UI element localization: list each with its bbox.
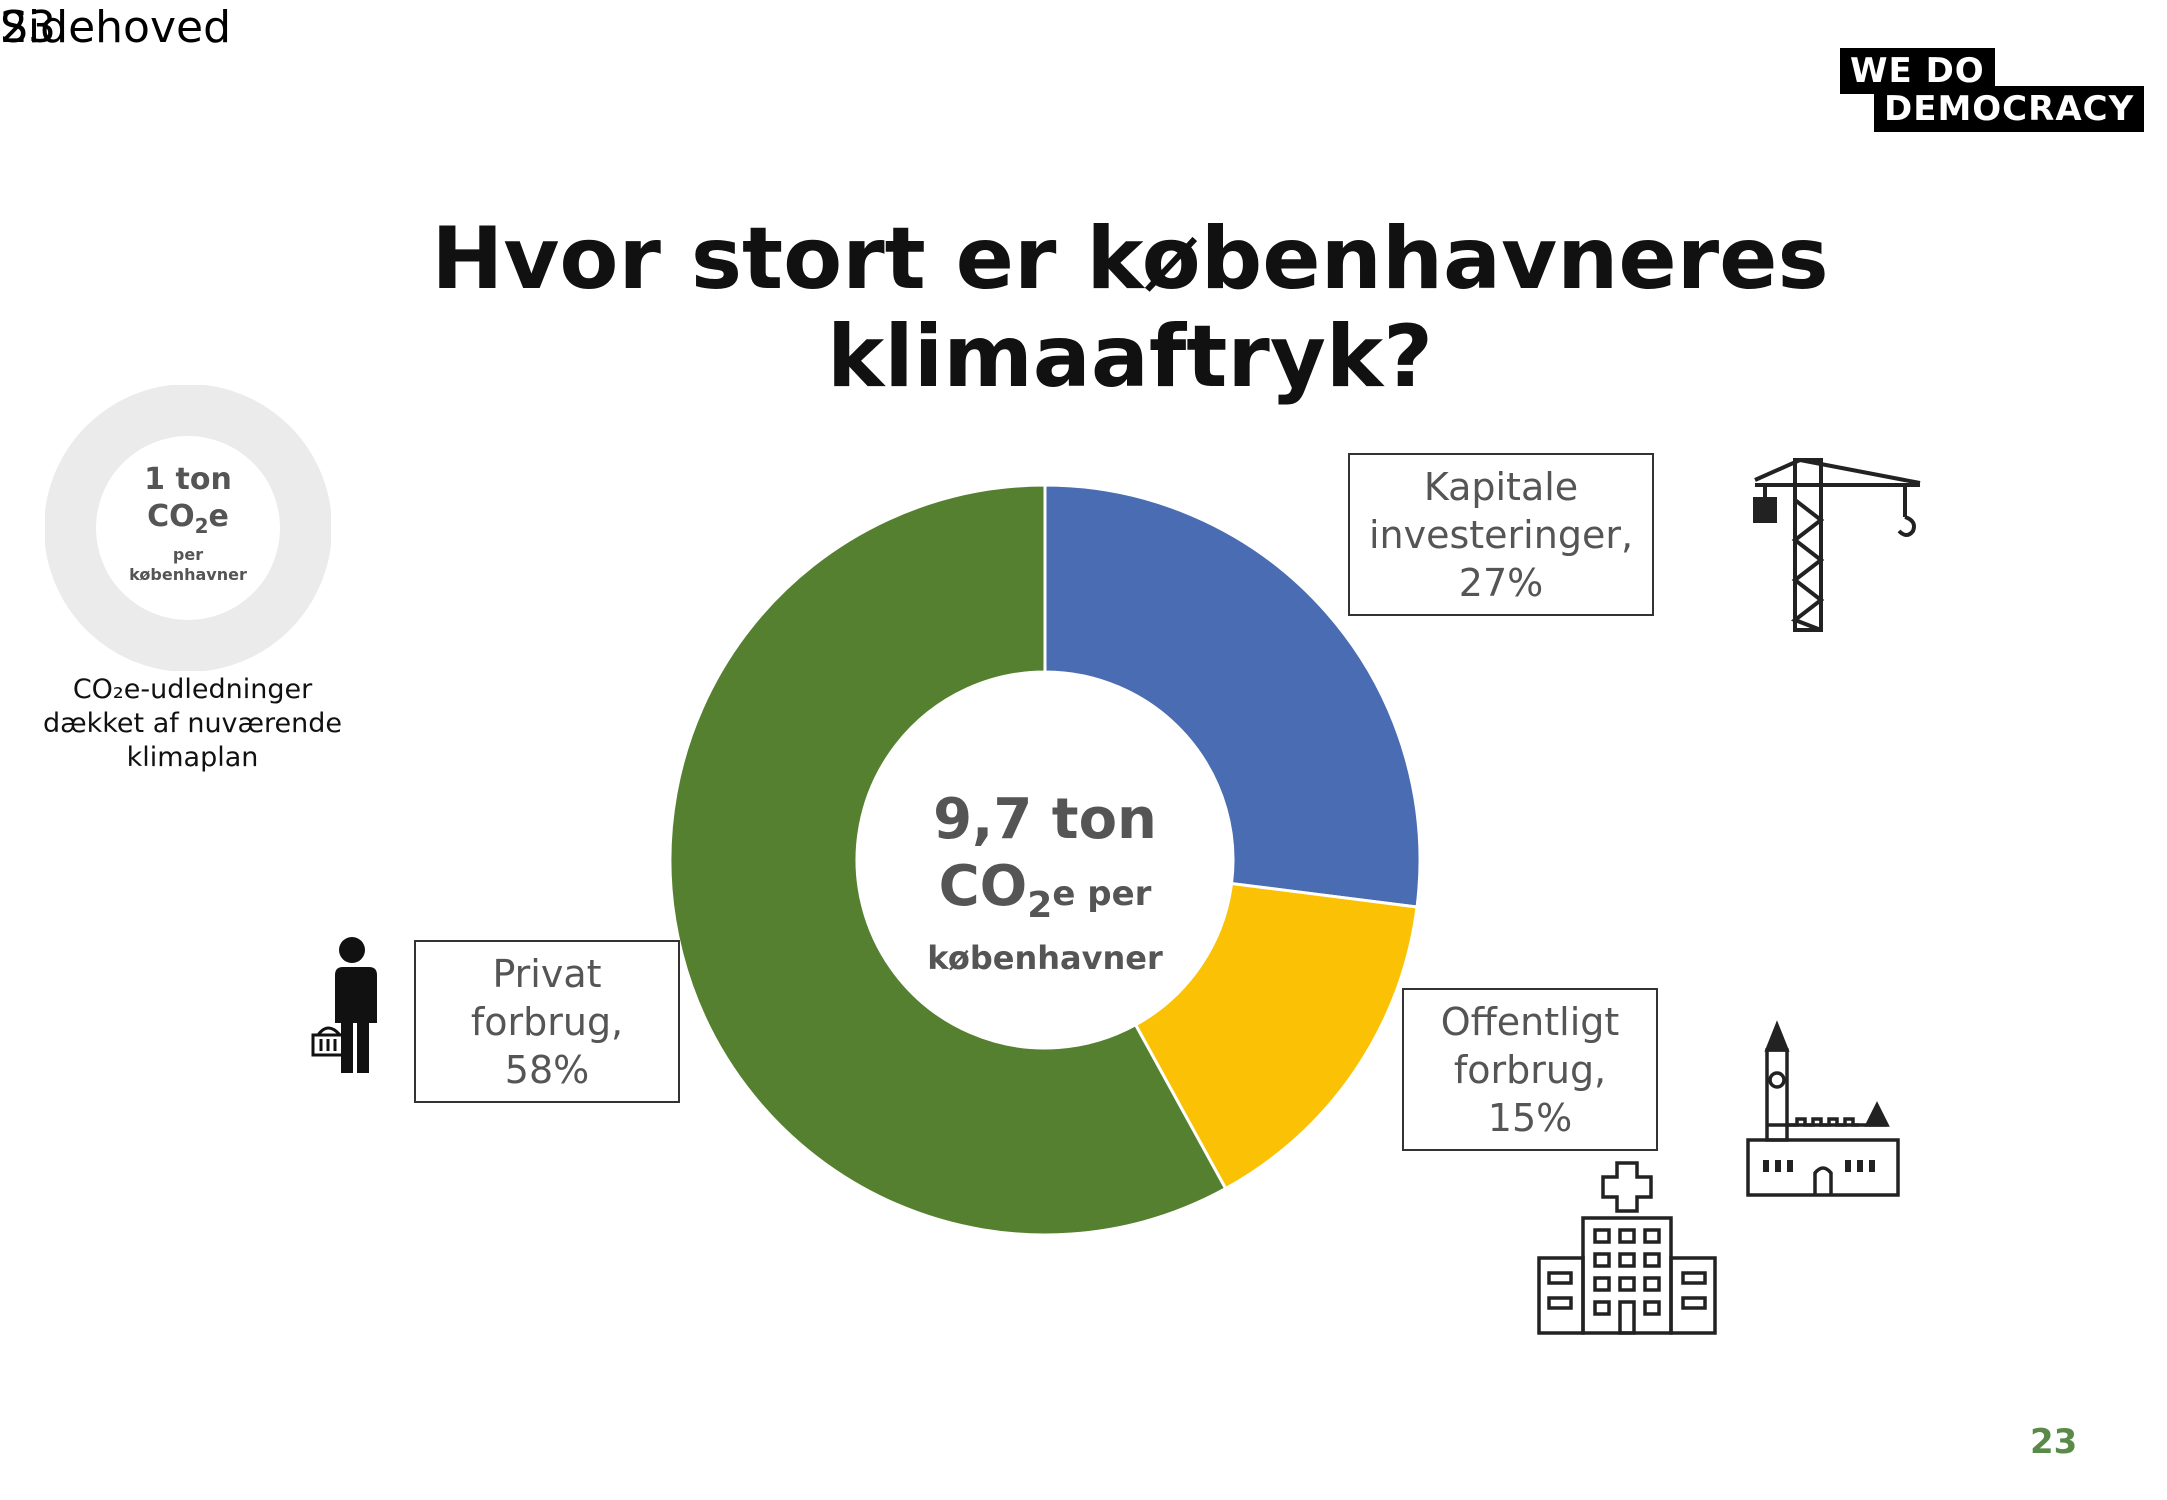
kapitale-line-2: investeringer, xyxy=(1368,512,1634,557)
donut-center-label: 9,7 ton CO2e per københavner xyxy=(880,785,1210,978)
logo-line-1: WE DO xyxy=(1840,48,1995,94)
privat-label-box: Privat forbrug, 58% xyxy=(414,940,680,1103)
ring-line-3: per xyxy=(172,545,204,564)
kapitale-line-3: 27% xyxy=(1458,560,1544,605)
construction-crane-icon xyxy=(1753,458,1921,632)
legend-line-3: klimaplan xyxy=(126,742,259,773)
ring-co2: CO2e xyxy=(88,498,288,545)
reference-ring xyxy=(45,385,331,671)
center-co2-sub: 2 xyxy=(1027,885,1053,927)
legend-line-1: CO₂e-udledninger xyxy=(72,674,313,705)
center-line-3: københavner xyxy=(927,939,1163,978)
hospital-icon xyxy=(1537,1161,1717,1335)
page-title: Hvor stort er københavneres klimaaftryk? xyxy=(380,210,1880,406)
donut-slice-offentligt-forbrug xyxy=(1133,881,1419,1191)
donut-slice-kapitale-investeringer xyxy=(1043,483,1422,909)
shopper-with-basket-icon xyxy=(311,937,377,1073)
page-number: 23 xyxy=(2030,1422,2078,1462)
reference-ring-arc xyxy=(45,385,331,671)
header-text: Sidehoved xyxy=(0,2,231,53)
church-building-icon xyxy=(1746,1020,1900,1197)
ring-line-4: københavner xyxy=(129,565,247,584)
reference-ring-label: 1 ton CO2e per københavner xyxy=(88,462,288,585)
ring-co2-suffix: e xyxy=(208,499,229,534)
title-line-1: Hvor stort er københavneres xyxy=(431,209,1829,309)
center-co2-main: CO xyxy=(938,854,1028,919)
offentligt-line-2: forbrug, xyxy=(1453,1047,1607,1092)
center-co2-suffix: e per xyxy=(1052,874,1152,914)
privat-line-3: 58% xyxy=(504,1047,590,1092)
ring-line-1: 1 ton xyxy=(144,462,232,497)
donut-slice-privat-forbrug xyxy=(668,483,1228,1237)
offentligt-line-1: Offentligt xyxy=(1440,999,1620,1044)
center-value: 9,7 ton xyxy=(933,787,1157,852)
center-co2: CO2e per xyxy=(880,855,1210,938)
privat-line-2: forbrug, xyxy=(470,999,624,1044)
donut-chart xyxy=(668,483,1422,1237)
privat-line-1: Privat xyxy=(492,951,602,996)
ring-co2-main: CO xyxy=(147,499,195,534)
offentligt-label-box: Offentligt forbrug, 15% xyxy=(1402,988,1658,1151)
reference-ring-caption: CO₂e-udledninger dækket af nuværende kli… xyxy=(20,673,365,775)
logo-line-2: DEMOCRACY xyxy=(1874,86,2145,132)
kapitale-line-1: Kapitale xyxy=(1423,464,1579,509)
legend-line-2: dækket af nuværende xyxy=(42,708,343,739)
header-page-number: 23 xyxy=(0,2,56,53)
title-line-2: klimaaftryk? xyxy=(827,307,1433,407)
offentligt-line-3: 15% xyxy=(1487,1095,1573,1140)
ring-co2-sub: 2 xyxy=(194,514,209,538)
kapitale-label-box: Kapitale investeringer, 27% xyxy=(1348,453,1654,616)
